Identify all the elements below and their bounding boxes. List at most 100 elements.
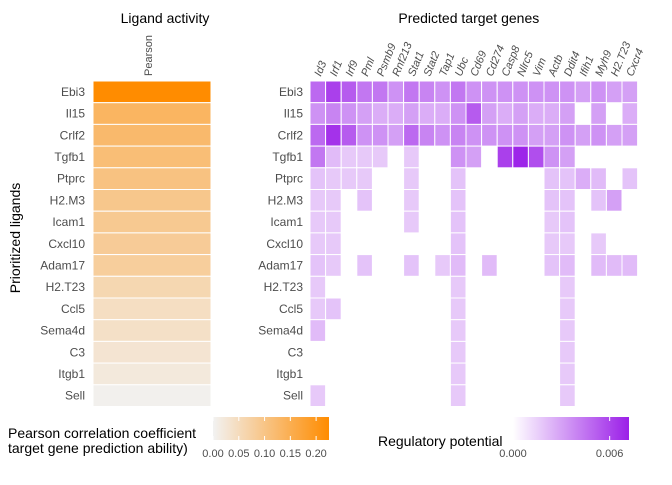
regulatory-potential-cell [527,145,545,169]
regulatory-potential-cell [309,80,327,104]
ligand-activity-cell [92,210,212,234]
ligand-label-right: C3 [288,345,304,359]
ligand-label-left: Sema4d [40,324,85,338]
regulatory-potential-cell [309,102,327,125]
regulatory-potential-cell [559,297,576,321]
regulatory-potential-cell [543,210,561,234]
regulatory-potential-cell [309,319,327,342]
regulatory-potential-cell [481,123,498,147]
regulatory-potential-cell [449,102,467,125]
ligand-label-left: C3 [70,345,86,359]
regulatory-potential-cell [559,319,576,342]
ligand-activity-cell [92,362,212,386]
regulatory-potential-cell [449,145,467,169]
ligand-activity-cell [92,232,212,256]
regulatory-potential-cell [496,80,514,104]
regulatory-potential-cell [543,254,561,277]
regulatory-potential-cell [356,254,373,277]
ligand-activity-cell [92,275,212,299]
regulatory-potential-cell [309,145,327,169]
regulatory-potential-cell [605,80,623,104]
regulatory-potential-cell [403,210,420,234]
regulatory-potential-cell [574,123,592,147]
regulatory-potential-cell [559,189,576,212]
regulatory-potential-cell [356,123,373,147]
regulatory-potential-cell [527,102,545,125]
regulatory-potential-cell [418,102,436,125]
regulatory-potential-cell [387,80,405,104]
regulatory-potential-cell [434,123,451,147]
regulatory-potential-cell [356,102,373,125]
ligand-label-right: H2.T23 [264,280,304,294]
ligand-label-left: Ptprc [57,172,85,186]
regulatory-potential-cell [418,80,436,104]
regulatory-potential-cell [465,145,483,169]
pearson-legend-bar [213,417,329,440]
regulatory-potential-cell [403,167,420,191]
regulatory-potential-cell [325,189,342,212]
regulatory-potential-cell [590,80,607,104]
regulatory-potential-cell [403,80,420,104]
regulatory-potential-cell [543,102,561,125]
regulatory-potential-cell [356,167,373,191]
regulatory-potential-cell [449,80,467,104]
regulatory-potential-cell [590,167,607,191]
regulatory-potential-cell [340,80,358,104]
regulatory-potential-cell [449,384,467,407]
regulatory-potential-cell [512,123,529,147]
regulatory-potential-cell [403,254,420,277]
regulatory-potential-cell [356,189,373,212]
regulatory-potential-cell [465,123,483,147]
regulatory-potential-cell [605,189,623,212]
ligand-label-left: Sell [65,389,85,403]
regulatory-potential-cell [496,102,514,125]
ligand-label-left: Tgfb1 [54,150,85,164]
regulatory-potential-cell [559,384,576,407]
regulatory-potential-cell [371,80,389,104]
regulatory-potential-cell [527,123,545,147]
regulatory-potential-cell [371,123,389,147]
regulatory-potential-cell [449,189,467,212]
regulatory-potential-cell [496,123,514,147]
ligand-label-right: Ccl5 [279,302,303,316]
regulatory-potential-cell [543,80,561,104]
regulatory-potential-cell [590,189,607,212]
regulatory-potential-cell [449,340,467,364]
regulatory-potential-cell [559,232,576,256]
regulatory-potential-cell [325,210,342,234]
regulatory-potential-cell [621,102,639,125]
ligand-label-right: Icam1 [270,215,303,229]
regulatory-potential-cell [418,123,436,147]
regulatory-potential-cell [340,123,358,147]
ligand-label-right: Ptprc [275,172,303,186]
ligand-label-right: Ebi3 [279,85,303,99]
regulatory-potential-cell [605,123,623,147]
regulatory-potential-cell [621,123,639,147]
regulatory-legend-bar [513,417,629,440]
regulatory-potential-cell [574,167,592,191]
ligand-activity-cell [92,189,212,212]
regulatory-potential-cell [309,167,327,191]
y-axis-title: Prioritized ligands [7,183,23,294]
regulatory-potential-cell [527,80,545,104]
regulatory-potential-cell [559,167,576,191]
target-gene-label: Irf9 [344,59,361,78]
ligand-activity-title: Ligand activity [121,10,210,26]
regulatory-potential-cell [403,189,420,212]
regulatory-potential-cell [449,123,467,147]
regulatory-potential-cell [481,80,498,104]
regulatory-potential-cell [543,189,561,212]
regulatory-potential-cell [590,123,607,147]
ligand-label-left: Crlf2 [60,128,86,142]
regulatory-potential-cell [356,145,373,169]
regulatory-potential-cell [621,167,639,191]
regulatory-potential-cell [559,80,576,104]
regulatory-potential-cell [543,232,561,256]
ligand-label-left: H2.T23 [46,280,86,294]
target-gene-label: Pml [359,56,377,79]
target-gene-label: Actb [546,53,566,79]
regulatory-potential-cell [340,102,358,125]
regulatory-potential-cell [496,145,514,169]
regulatory-potential-cell [356,80,373,104]
